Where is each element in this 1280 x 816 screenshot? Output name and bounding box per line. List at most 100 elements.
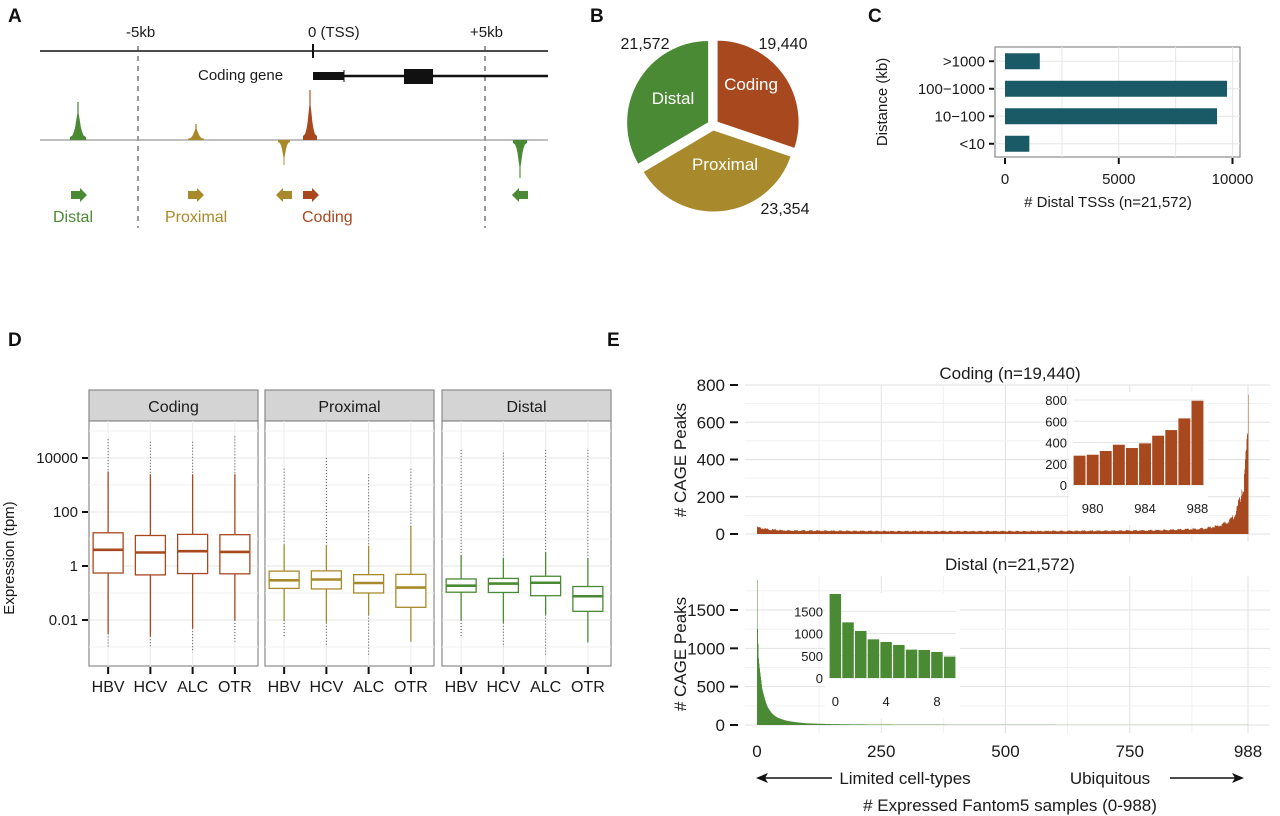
arrow-left-proximal-icon (276, 188, 292, 202)
coding-peak (303, 90, 317, 140)
box-otr (572, 585, 604, 613)
position-label-plus5kb: +5kb (470, 24, 503, 41)
y-tick-label: 800 (697, 376, 725, 395)
x-tick-label: 500 (991, 742, 1019, 761)
inset-y-tick-label: 600 (1045, 414, 1067, 429)
x-tick-label: OTR (394, 679, 428, 696)
coding-gene-model (313, 69, 548, 84)
annotation-limited-cell-types: Limited cell-types (839, 769, 970, 788)
position-label-tss: 0 (TSS) (308, 24, 360, 41)
inset-y-tick-label: 0 (816, 671, 823, 686)
box-alc (176, 533, 209, 575)
inset-x-tick-label: 0 (832, 694, 839, 709)
x-tick-label: HBV (92, 679, 125, 696)
bar-0 (1005, 53, 1040, 70)
pie-slice-distal (626, 40, 710, 166)
inset-bar-8 (931, 652, 943, 678)
panel-b-pie-chart: Coding 19,440 Proximal 23,354 Distal 21,572 (621, 36, 810, 218)
facet-strip-coding (88, 389, 259, 422)
y-tick-label: 0 (716, 525, 725, 544)
x-tick-label: OTR (571, 679, 605, 696)
x-axis-label: # Expressed Fantom5 samples (0-988) (863, 796, 1157, 815)
proximal-peak-antisense (278, 140, 290, 165)
y-tick-label: 100−1000 (918, 81, 985, 98)
bar-3 (1005, 135, 1030, 152)
bar-2 (1005, 108, 1218, 125)
box-alc (529, 575, 562, 597)
y-tick-label: 600 (697, 413, 725, 432)
bar-1 (1005, 80, 1228, 97)
x-tick-label: 0 (752, 742, 761, 761)
panel-c-bar-chart: >1000 100−1000 10−100 <10 0 5000 10000 # Distal… (874, 46, 1254, 211)
y-tick-label: 1000 (687, 639, 725, 658)
x-axis-label: # Distal TSSs (n=21,572) (1024, 194, 1192, 211)
panel-letter-e: E (607, 330, 620, 351)
facet-label-distal: Distal (506, 399, 546, 416)
inset-y-tick-label: 0 (1060, 478, 1067, 493)
inset-bar-980 (1086, 454, 1099, 485)
pie-value-coding: 19,440 (759, 36, 808, 53)
arrow-right-proximal-icon (188, 188, 204, 202)
inset-bar-1 (842, 622, 854, 678)
x-tick-label: ALC (177, 679, 208, 696)
y-axis-label: # CAGE Peaks (671, 403, 690, 517)
distal-peak-downstream (513, 140, 527, 178)
inset-bar-5 (893, 644, 905, 678)
x-tick-label: 0 (1001, 171, 1009, 188)
y-tick-label: 1 (70, 558, 78, 575)
inset-x-tick-label: 4 (883, 694, 890, 709)
inset-bar-2 (855, 630, 867, 678)
x-tick-label: ALC (530, 679, 561, 696)
box-hbv (92, 532, 124, 574)
inset-y-tick-label: 200 (1045, 457, 1067, 472)
x-tick-label: HBV (445, 679, 478, 696)
x-tick-label: HCV (309, 679, 343, 696)
box-otr (395, 573, 427, 608)
box-otr (219, 534, 251, 575)
y-tick-label: 200 (697, 488, 725, 507)
x-tick-label: 10000 (1212, 171, 1254, 188)
inset-x-tick-label: 984 (1134, 501, 1156, 516)
arrow-left-icon (756, 773, 768, 783)
panel-letter-d: D (8, 330, 22, 351)
x-tick-label: ALC (353, 679, 384, 696)
label-proximal: Proximal (165, 209, 227, 226)
inset-y-tick-label: 800 (1045, 393, 1067, 408)
panel-letter-a: A (8, 6, 22, 27)
pie-slice-coding (716, 39, 800, 150)
y-tick-label: >1000 (943, 53, 985, 70)
y-tick-label: 0 (716, 716, 725, 735)
arrow-left-distal-icon (512, 188, 528, 202)
x-tick-label: HCV (486, 679, 520, 696)
y-tick-label: 0.01 (49, 612, 78, 629)
distal-peak-upstream (70, 102, 86, 140)
inset-bar-982 (1112, 444, 1125, 485)
annotation-ubiquitous: Ubiquitous (1070, 769, 1150, 788)
plot-area (745, 576, 1270, 733)
y-tick-label: 10−100 (935, 108, 985, 125)
x-tick-label: OTR (218, 679, 252, 696)
box-hcv (487, 577, 520, 594)
inset-bar-4 (880, 642, 892, 678)
y-tick-label: 1500 (687, 601, 725, 620)
proximal-peak-sense (188, 124, 204, 140)
y-tick-label: 500 (697, 678, 725, 697)
y-tick-label: 400 (697, 451, 725, 470)
inset-bar-9 (943, 656, 956, 678)
label-coding: Coding (302, 209, 353, 226)
pie-label-distal: Distal (652, 89, 695, 108)
panel-d-boxplots: Coding HBV HCV ALC OTR Proximal HBV HCV ALC OTR Di… (1, 389, 612, 696)
inset-bar-985 (1152, 435, 1165, 485)
y-tick-label: 10000 (36, 450, 78, 467)
x-tick-label: 250 (867, 742, 895, 761)
inset-y-tick-label: 500 (801, 649, 823, 664)
inset-bar-988 (1191, 400, 1204, 485)
y-axis-label: Distance (kb) (874, 58, 891, 146)
y-tick-label: <10 (960, 136, 985, 153)
x-tick-label: 5000 (1102, 171, 1135, 188)
label-distal: Distal (53, 209, 93, 226)
inset-x-tick-label: 988 (1187, 501, 1209, 516)
y-axis-label: # CAGE Peaks (671, 597, 690, 711)
inset-bar-981 (1099, 451, 1112, 485)
